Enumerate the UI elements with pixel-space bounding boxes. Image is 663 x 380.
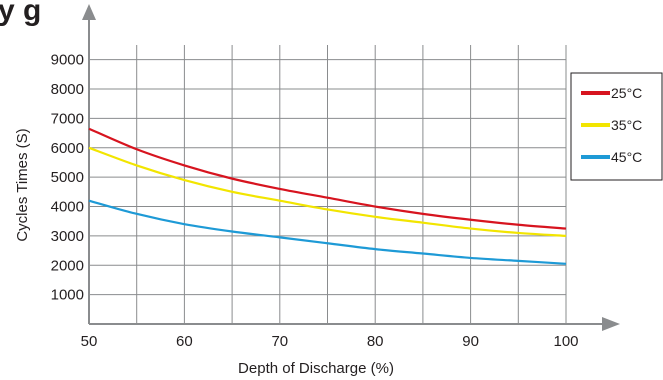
y-tick-label: 6000 xyxy=(51,140,84,157)
y-tick-label: 9000 xyxy=(51,52,84,69)
x-tick-label: 70 xyxy=(271,333,288,350)
y-axis-arrow xyxy=(82,4,96,20)
y-tick-label: 7000 xyxy=(51,110,84,127)
legend-label: 45°C xyxy=(611,149,642,165)
x-tick-label: 50 xyxy=(81,333,98,350)
y-tick-label: 8000 xyxy=(51,81,84,98)
series-lines xyxy=(88,127,567,265)
x-tick-label: 100 xyxy=(553,333,578,350)
x-tick-labels: 50 60 70 80 90 100 xyxy=(81,333,579,350)
y-tick-label: 2000 xyxy=(51,257,84,274)
y-axis-label: Cycles Times (S) xyxy=(14,128,31,241)
axes xyxy=(82,4,620,331)
y-tick-label: 4000 xyxy=(51,199,84,216)
y-tick-label: 5000 xyxy=(51,169,84,186)
legend-label: 25°C xyxy=(611,85,642,101)
horizontal-gridlines xyxy=(89,59,566,296)
x-axis-label: Depth of Discharge (%) xyxy=(238,360,394,377)
x-tick-label: 80 xyxy=(367,333,384,350)
y-tick-label: 1000 xyxy=(51,287,84,304)
series-line-45c xyxy=(88,199,567,265)
vertical-gridlines xyxy=(136,45,567,324)
y-tick-label: 3000 xyxy=(51,228,84,245)
legend: 25°C 35°C 45°C xyxy=(570,72,663,181)
series-line-35c xyxy=(88,146,567,237)
x-tick-label: 60 xyxy=(176,333,193,350)
chart-title-fragment: y g xyxy=(0,0,41,27)
legend-label: 35°C xyxy=(611,117,642,133)
x-axis-arrow xyxy=(602,317,620,331)
y-tick-labels: 1000 2000 3000 4000 5000 6000 7000 8000 9000 xyxy=(51,52,84,304)
x-tick-label: 90 xyxy=(462,333,479,350)
series-line-25c xyxy=(88,127,567,230)
